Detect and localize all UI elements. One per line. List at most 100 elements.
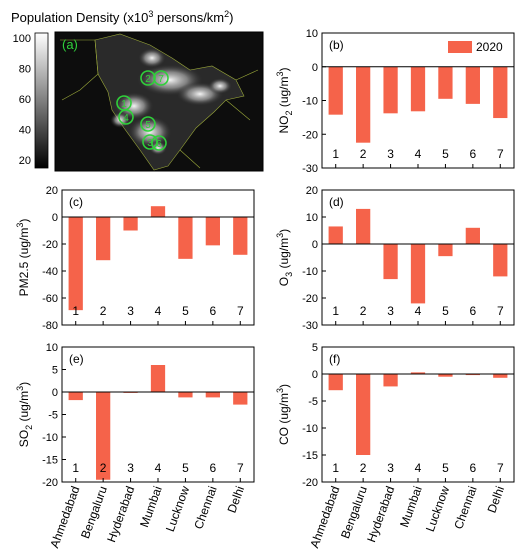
category-number: 4 (415, 147, 422, 161)
map-marker-label: 2 (145, 74, 151, 85)
category-number: 2 (100, 304, 107, 318)
plot-frame (321, 346, 515, 483)
y-tick-label: -40 (42, 266, 58, 278)
panel-letter: (d) (329, 195, 344, 209)
category-number: 6 (470, 147, 477, 161)
category-number: 3 (127, 304, 134, 318)
legend-swatch (448, 41, 472, 53)
y-tick-label: -10 (302, 96, 318, 108)
bar (410, 372, 426, 374)
y-tick-label: 0 (52, 387, 58, 399)
city-label: Bengaluru (338, 484, 370, 540)
bar (465, 374, 480, 376)
bar (68, 392, 83, 401)
y-tick-label: 10 (306, 28, 318, 40)
bar (178, 217, 193, 259)
category-number: 3 (127, 461, 134, 475)
bar (465, 66, 480, 104)
map-marker-label: 6 (156, 139, 162, 150)
bar (328, 66, 343, 115)
bar (438, 244, 453, 257)
bar-panel: 10 0 -10 -20 -30 1 2 3 4 5 6 7 (b) NO2 (ug/m3) 2020 (275, 28, 515, 175)
y-tick-label: -60 (42, 293, 58, 305)
bar (383, 66, 398, 114)
bar (150, 365, 166, 392)
y-tick-label: 0 (52, 212, 58, 224)
bar-panel: 10 5 0 -5 -10 -15 -20 1 2 3 4 5 6 7 (e) SO2 (ug/m3) Ahme… (15, 342, 255, 550)
category-number: 4 (415, 461, 422, 475)
y-tick-label: 0 (312, 62, 318, 74)
category-number: 1 (332, 147, 339, 161)
y-tick-label: -5 (48, 410, 58, 422)
bar (493, 66, 508, 119)
colorbar-tick-label: 40 (19, 125, 31, 137)
y-tick-label: 0 (312, 239, 318, 251)
category-number: 2 (360, 147, 367, 161)
bar (68, 217, 83, 311)
colorbar-ticks: 100 80 60 40 20 (13, 33, 31, 167)
panel-letter: (e) (69, 352, 84, 366)
category-number: 5 (442, 147, 449, 161)
city-label: Delhi (485, 484, 508, 514)
category-number: 1 (72, 461, 79, 475)
y-tick-label: -20 (302, 129, 318, 141)
bar (123, 217, 138, 231)
category-number: 3 (387, 147, 394, 161)
category-number: 4 (155, 461, 162, 475)
bar (356, 208, 371, 244)
bar (205, 392, 220, 398)
city-label: Mumbai (137, 484, 165, 529)
category-number: 5 (182, 304, 189, 318)
y-tick-label: -10 (302, 423, 318, 435)
map-panel: Population Density (x103 persons/km2) 10… (11, 9, 264, 172)
city-label: Mumbai (397, 484, 425, 529)
y-tick-label: -15 (302, 450, 318, 462)
category-number: 3 (387, 461, 394, 475)
bar (356, 66, 371, 143)
bar (493, 374, 508, 378)
y-tick-label: -10 (302, 266, 318, 278)
colorbar-tick-label: 80 (19, 64, 31, 76)
y-tick-label: -5 (308, 396, 318, 408)
map-title: Population Density (x103 persons/km2) (11, 9, 234, 25)
map-marker-circle (151, 135, 167, 151)
bar (438, 374, 453, 377)
bar (493, 244, 508, 277)
legend-label: 2020 (476, 40, 503, 54)
y-tick-label: -80 (42, 320, 58, 332)
city-label: Ahmedabad (307, 484, 342, 550)
y-tick-label: -20 (42, 477, 58, 489)
category-number: 5 (182, 461, 189, 475)
map-marker-label: 7 (158, 74, 164, 85)
category-number: 2 (360, 461, 367, 475)
y-tick-label: -20 (42, 239, 58, 251)
map-marker-label: 5 (145, 120, 151, 131)
map-markers: 1 2 3 4 56 7 (116, 70, 169, 151)
category-number: 7 (237, 461, 244, 475)
category-number: 2 (360, 304, 367, 318)
y-tick-label: 5 (312, 342, 318, 354)
map-marker-circle (142, 134, 158, 150)
bar (438, 66, 453, 99)
category-number: 1 (332, 304, 339, 318)
category-number: 3 (387, 304, 394, 318)
bar (205, 217, 220, 246)
colorbar-tick-label: 60 (19, 94, 31, 106)
y-tick-label: 10 (306, 212, 318, 224)
category-number: 7 (497, 304, 504, 318)
bar (233, 217, 248, 255)
colorbar (34, 32, 49, 169)
y-tick-label: 5 (52, 365, 58, 377)
bar (178, 392, 193, 398)
category-number: 1 (332, 461, 339, 475)
y-tick-label: 20 (46, 185, 58, 197)
bar (233, 392, 248, 405)
map-marker-circle (153, 70, 169, 86)
panel-letter: (b) (329, 38, 344, 52)
map-panel-label: (a) (62, 37, 78, 52)
category-number: 4 (415, 304, 422, 318)
bar (410, 244, 426, 304)
bar (96, 217, 111, 261)
bar-panel: 20 0 -20 -40 -60 -80 1 2 3 4 5 6 7 (c) PM2.5 (ug/m3) (15, 185, 255, 332)
panel-letter: (f) (329, 352, 340, 366)
